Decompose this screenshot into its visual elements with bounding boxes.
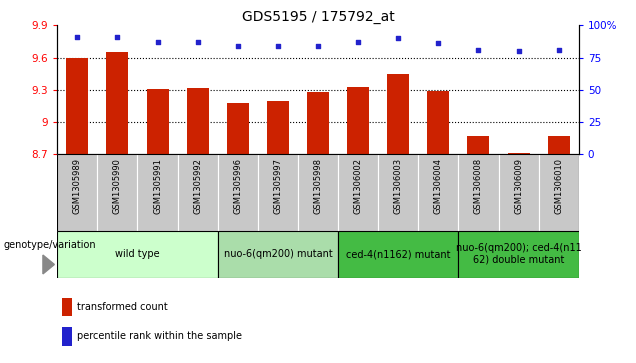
Bar <box>106 52 128 154</box>
Point <box>153 39 163 45</box>
Bar <box>62 298 72 316</box>
Bar <box>146 89 169 154</box>
Point <box>313 43 323 49</box>
Bar <box>508 153 530 154</box>
Point <box>393 35 403 41</box>
Text: genotype/variation: genotype/variation <box>3 240 96 250</box>
Text: transformed count: transformed count <box>77 302 168 312</box>
Bar <box>338 231 459 278</box>
Point <box>513 48 523 54</box>
Bar <box>499 154 539 231</box>
Bar <box>218 154 258 231</box>
Text: GSM1305992: GSM1305992 <box>193 158 202 214</box>
Bar <box>62 327 72 346</box>
Point <box>433 41 443 46</box>
Bar <box>218 231 338 278</box>
Text: percentile rank within the sample: percentile rank within the sample <box>77 331 242 342</box>
Bar <box>66 58 88 154</box>
Bar <box>347 87 369 154</box>
Bar <box>97 154 137 231</box>
Point <box>353 39 363 45</box>
Bar <box>137 154 177 231</box>
Text: nuo-6(qm200) mutant: nuo-6(qm200) mutant <box>223 249 332 259</box>
Point <box>193 39 203 45</box>
Point <box>553 47 563 53</box>
Bar <box>378 154 418 231</box>
Text: GSM1305998: GSM1305998 <box>314 158 322 214</box>
Point <box>273 43 283 49</box>
Text: GSM1305997: GSM1305997 <box>273 158 282 214</box>
Text: nuo-6(qm200); ced-4(n11
62) double mutant: nuo-6(qm200); ced-4(n11 62) double mutan… <box>456 243 581 265</box>
Text: GSM1305989: GSM1305989 <box>73 158 82 214</box>
Text: GSM1305996: GSM1305996 <box>233 158 242 214</box>
Point <box>233 43 243 49</box>
Bar <box>307 92 329 154</box>
Text: GSM1306004: GSM1306004 <box>434 158 443 214</box>
Bar <box>57 231 218 278</box>
Bar <box>177 154 218 231</box>
Bar <box>467 136 490 154</box>
Text: GSM1305990: GSM1305990 <box>113 158 122 214</box>
Point <box>473 47 483 53</box>
Text: GSM1306008: GSM1306008 <box>474 158 483 214</box>
Text: GSM1306010: GSM1306010 <box>554 158 563 214</box>
Text: GSM1306002: GSM1306002 <box>354 158 363 214</box>
Text: GSM1306003: GSM1306003 <box>394 158 403 214</box>
Bar <box>258 154 298 231</box>
Bar <box>427 91 450 154</box>
Point <box>73 34 83 40</box>
Bar <box>418 154 459 231</box>
Text: GSM1306009: GSM1306009 <box>514 158 523 214</box>
Bar <box>459 154 499 231</box>
Bar <box>267 101 289 154</box>
Bar <box>298 154 338 231</box>
Bar <box>57 154 97 231</box>
Title: GDS5195 / 175792_at: GDS5195 / 175792_at <box>242 11 394 24</box>
Bar <box>227 103 249 154</box>
Bar <box>186 88 209 154</box>
Text: wild type: wild type <box>115 249 160 259</box>
Bar <box>459 231 579 278</box>
Bar <box>548 136 570 154</box>
Text: ced-4(n1162) mutant: ced-4(n1162) mutant <box>346 249 450 259</box>
Bar <box>338 154 378 231</box>
Bar <box>539 154 579 231</box>
FancyArrow shape <box>43 255 54 274</box>
Text: GSM1305991: GSM1305991 <box>153 158 162 214</box>
Bar <box>387 74 410 154</box>
Point <box>113 34 123 40</box>
